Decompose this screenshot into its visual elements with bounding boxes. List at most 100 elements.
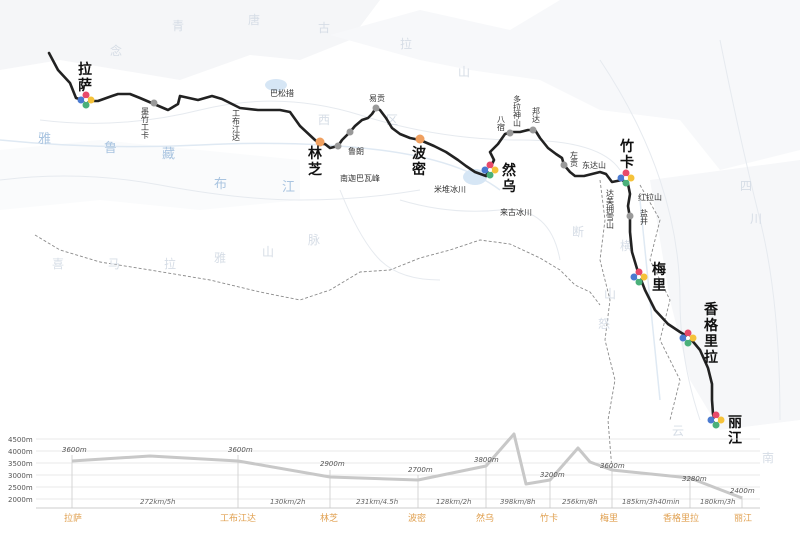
svg-text:拥: 拥 — [606, 204, 614, 214]
place-label-yigong: 易贡 — [369, 94, 385, 103]
svg-text:唐: 唐 — [248, 12, 260, 27]
svg-text:左: 左 — [570, 150, 578, 160]
svg-text:然: 然 — [502, 162, 516, 179]
stop-label-shangrila: 香 格 里 拉 — [703, 301, 719, 366]
svg-text:萨: 萨 — [78, 77, 92, 94]
stop-label-linzhi: 林 芝 — [308, 145, 322, 178]
place-label-yanjing: 盐 井 — [640, 208, 648, 226]
svg-text:达: 达 — [606, 188, 614, 198]
svg-text:雅: 雅 — [38, 132, 51, 147]
elevation-axis-labels: 4500m 4000m 3500m 3000m 2500m 2000m — [8, 436, 33, 504]
svg-text:布: 布 — [214, 177, 227, 192]
svg-text:念: 念 — [110, 43, 122, 58]
orange-stop-dots — [315, 134, 425, 147]
svg-text:江: 江 — [282, 180, 295, 195]
stop-label-lijiang: 丽 江 — [728, 415, 742, 447]
terrain-contours — [0, 39, 781, 421]
place-label-dameiyong: 达 美 拥 雪 山 — [606, 188, 614, 230]
elevation-profile: 4500m 4000m 3500m 3000m 2500m 2000m 3600… — [8, 432, 760, 524]
svg-text:雅: 雅 — [214, 250, 226, 265]
svg-text:密: 密 — [411, 161, 426, 178]
svg-text:185km/3h40min: 185km/3h40min — [622, 498, 680, 506]
svg-text:西: 西 — [318, 113, 330, 127]
place-label-gongbujiangda: 工 布 江 达 — [232, 109, 240, 142]
svg-text:里: 里 — [652, 278, 666, 294]
svg-text:雪: 雪 — [606, 213, 614, 222]
minor-place-dots — [150, 99, 634, 220]
svg-text:山: 山 — [458, 65, 470, 79]
svg-text:南: 南 — [762, 450, 774, 465]
place-label-honglashan: 红拉山 — [638, 192, 662, 202]
svg-text:波密: 波密 — [408, 512, 426, 524]
svg-text:宿: 宿 — [497, 122, 505, 132]
svg-text:布: 布 — [232, 116, 240, 126]
stop-label-bomi: 波 密 — [411, 145, 427, 178]
svg-text:波: 波 — [412, 145, 427, 162]
svg-text:256km/8h: 256km/8h — [562, 498, 597, 506]
svg-text:墨: 墨 — [141, 107, 149, 116]
svg-text:断: 断 — [572, 224, 584, 239]
profile-stop-names: 拉萨 工布江达 林芝 波密 然乌 竹卡 梅里 香格里拉 丽江 — [64, 512, 752, 524]
flower-marker-zhuka — [617, 169, 635, 187]
svg-text:拉: 拉 — [400, 36, 412, 51]
flower-marker-ranwu — [481, 161, 499, 179]
svg-text:拉萨: 拉萨 — [64, 512, 82, 524]
svg-text:工布江达: 工布江达 — [220, 512, 256, 524]
svg-text:井: 井 — [640, 216, 648, 226]
svg-text:231km/4.5h: 231km/4.5h — [356, 498, 398, 506]
svg-text:横: 横 — [620, 239, 632, 253]
svg-text:然乌: 然乌 — [476, 512, 494, 524]
svg-text:2400m: 2400m — [730, 487, 755, 495]
svg-text:3600m: 3600m — [228, 446, 253, 454]
svg-text:180km/3h: 180km/3h — [700, 498, 735, 506]
svg-text:邦: 邦 — [532, 106, 540, 116]
svg-text:美: 美 — [606, 196, 614, 206]
svg-text:怒: 怒 — [598, 316, 610, 331]
svg-text:山: 山 — [604, 287, 616, 301]
flower-marker-lasa — [77, 91, 95, 109]
svg-text:竹: 竹 — [619, 138, 634, 155]
svg-text:江: 江 — [728, 430, 742, 447]
yarlung-tsangpo-label: 雅 鲁 藏 布 江 — [38, 132, 295, 195]
svg-text:丽: 丽 — [728, 415, 742, 431]
svg-text:香格里拉: 香格里拉 — [663, 512, 699, 524]
svg-text:3500m: 3500m — [8, 460, 33, 468]
svg-text:工: 工 — [232, 109, 240, 118]
svg-text:多: 多 — [513, 94, 521, 104]
svg-text:川: 川 — [750, 212, 762, 226]
region-labels: 青 唐 古 拉 念 山 西 区 喜 马 拉 雅 山 脉 怒 四 川 云 南 横 … — [52, 12, 774, 465]
svg-text:竹: 竹 — [141, 114, 149, 124]
svg-text:喜: 喜 — [52, 257, 64, 271]
place-label-basongcuo: 巴松措 — [270, 88, 294, 98]
svg-text:达: 达 — [232, 132, 240, 142]
svg-text:拉: 拉 — [704, 349, 718, 366]
svg-text:3800m: 3800m — [474, 456, 499, 464]
svg-text:乌: 乌 — [502, 178, 516, 195]
svg-text:工: 工 — [141, 123, 149, 132]
svg-text:272km/5h: 272km/5h — [140, 498, 175, 506]
svg-text:拉: 拉 — [513, 102, 521, 112]
svg-text:丽江: 丽江 — [734, 513, 752, 524]
place-label-miduiglacier: 米堆冰川 — [434, 184, 466, 194]
place-label-basu: 八 宿 — [497, 115, 505, 132]
svg-text:卡: 卡 — [141, 130, 149, 140]
svg-text:八: 八 — [497, 115, 505, 124]
svg-text:2900m: 2900m — [320, 460, 345, 468]
terrain-background — [0, 0, 800, 430]
svg-text:马: 马 — [108, 257, 120, 271]
flower-marker-shangrila — [679, 329, 697, 347]
svg-text:3600m: 3600m — [600, 462, 625, 470]
basongcuo-lake — [265, 79, 287, 91]
place-label-duoshan: 多 拉 神 山 — [513, 94, 521, 128]
svg-text:鲁: 鲁 — [104, 141, 117, 156]
svg-text:古: 古 — [318, 20, 330, 35]
svg-text:四: 四 — [740, 179, 752, 193]
stop-label-meili: 梅 里 — [652, 261, 666, 294]
svg-text:江: 江 — [232, 125, 240, 134]
svg-text:达: 达 — [532, 114, 540, 124]
svg-text:3000m: 3000m — [8, 472, 33, 480]
svg-text:卡: 卡 — [620, 154, 634, 171]
svg-text:2700m: 2700m — [408, 466, 433, 474]
svg-text:藏: 藏 — [162, 147, 175, 162]
